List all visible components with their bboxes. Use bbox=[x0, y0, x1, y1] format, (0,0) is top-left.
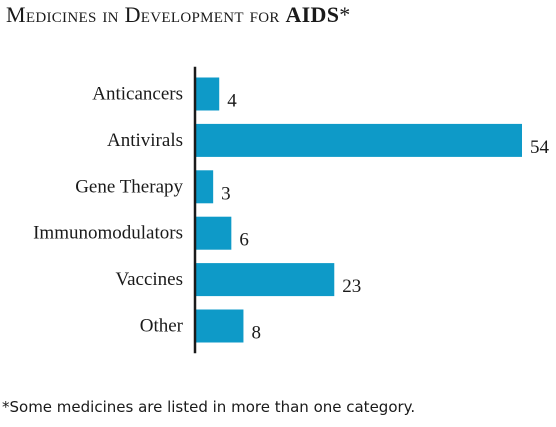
bar-antivirals bbox=[195, 123, 522, 157]
bar-immunomodulators bbox=[195, 216, 232, 250]
category-label-other: Other bbox=[140, 316, 184, 337]
chart-title-bold: AIDS bbox=[285, 2, 340, 27]
category-label-anticancers: Anticancers bbox=[92, 84, 183, 105]
bar-gene-therapy bbox=[195, 170, 214, 204]
value-label-anticancers: 4 bbox=[227, 91, 237, 112]
category-label-immunomodulators: Immunomodulators bbox=[33, 223, 183, 244]
category-label-gene-therapy: Gene Therapy bbox=[75, 176, 183, 197]
footnote: *Some medicines are listed in more than … bbox=[2, 398, 416, 416]
value-label-antivirals: 54 bbox=[530, 137, 550, 158]
value-label-other: 8 bbox=[251, 323, 261, 344]
category-label-vaccines: Vaccines bbox=[115, 269, 183, 290]
value-label-immunomodulators: 6 bbox=[239, 230, 249, 251]
chart-title-main: Medicines in Development for bbox=[6, 2, 286, 27]
value-label-vaccines: 23 bbox=[342, 276, 361, 297]
value-label-gene-therapy: 3 bbox=[221, 183, 231, 204]
chart-title: Medicines in Development for AIDS* bbox=[6, 2, 351, 28]
bar-vaccines bbox=[195, 263, 335, 297]
bar-group: Anticancers 4 Antivirals 54 Gene Therapy 3 Imm… bbox=[33, 77, 550, 344]
chart-title-mark: * bbox=[339, 2, 351, 27]
bar-anticancers bbox=[195, 77, 220, 111]
bar-other bbox=[195, 309, 244, 343]
category-label-antivirals: Antivirals bbox=[107, 130, 183, 151]
